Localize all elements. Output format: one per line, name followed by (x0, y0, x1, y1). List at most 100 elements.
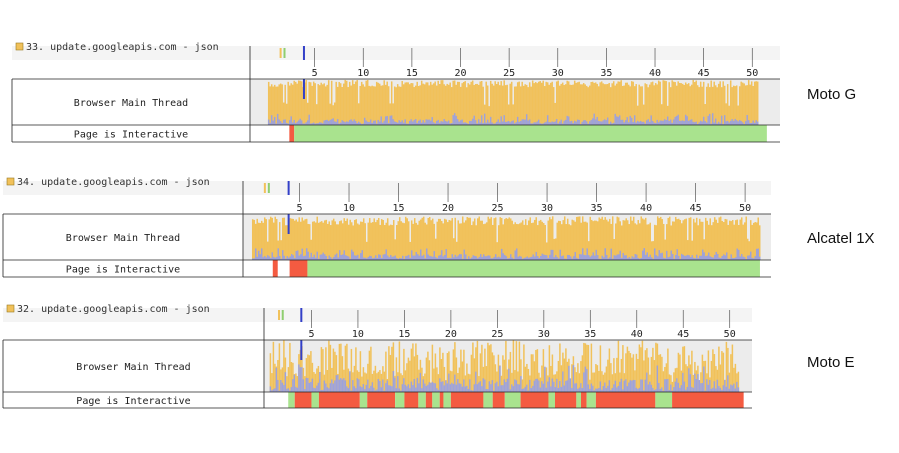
script-bar (749, 123, 751, 125)
busy-bar (700, 372, 702, 392)
script-bar (731, 119, 733, 125)
busy-bar (632, 81, 634, 125)
busy-bar (478, 216, 480, 260)
busy-bar (481, 220, 483, 260)
script-bar (268, 256, 270, 260)
busy-bar (686, 240, 689, 260)
script-bar (311, 257, 314, 260)
script-bar (479, 254, 482, 260)
busy-bar (570, 84, 573, 125)
busy-bar (501, 85, 504, 125)
script-bar (617, 116, 619, 125)
busy-bar (450, 87, 453, 125)
busy-bar (640, 347, 642, 392)
script-bar (617, 254, 620, 260)
script-bar (644, 123, 646, 125)
script-bar (283, 255, 285, 260)
busy-bar (520, 222, 522, 260)
busy-bar (599, 345, 602, 392)
busy-bar (727, 347, 729, 392)
script-bar (560, 119, 562, 125)
busy-bar (457, 220, 459, 260)
busy-bar (626, 346, 629, 392)
busy-bar (510, 81, 513, 125)
busy-bar (335, 355, 338, 392)
script-bar (636, 120, 639, 125)
busy-bar (650, 241, 653, 260)
script-bar (326, 259, 329, 260)
script-bar (728, 388, 731, 392)
busy-bar (542, 80, 544, 125)
script-bar (562, 371, 564, 392)
busy-bar (724, 218, 726, 260)
busy-bar (488, 218, 491, 260)
busy-bar (718, 346, 720, 392)
script-bar (558, 121, 561, 125)
script-bar (616, 254, 618, 260)
script-bar (608, 380, 611, 392)
busy-bar (690, 84, 693, 125)
script-bar (691, 386, 693, 392)
busy-bar (322, 349, 324, 392)
busy-bar (464, 81, 466, 125)
busy-bar (731, 220, 734, 260)
busy-bar (364, 223, 366, 260)
busy-bar (677, 81, 679, 125)
script-bar (590, 255, 593, 260)
device-label-moto-g: Moto G (807, 86, 857, 103)
script-bar (308, 257, 311, 260)
script-bar (572, 123, 574, 125)
script-bar (569, 256, 572, 260)
busy-bar (487, 342, 489, 392)
busy-bar (344, 79, 346, 125)
busy-bar (346, 218, 348, 260)
busy-bar (311, 362, 314, 392)
busy-bar (593, 372, 596, 392)
busy-bar (624, 82, 627, 125)
busy-bar (370, 346, 372, 392)
script-bar (530, 256, 533, 260)
busy-bar (641, 218, 644, 260)
busy-bar (699, 81, 702, 125)
script-bar (318, 122, 321, 125)
script-bar (406, 386, 408, 392)
script-bar (605, 120, 607, 125)
script-bar (461, 386, 464, 392)
script-bar (386, 380, 389, 392)
busy-bar (461, 216, 464, 260)
busy-bar (479, 220, 482, 260)
script-bar (712, 387, 714, 392)
busy-bar (740, 217, 743, 260)
script-bar (560, 256, 563, 260)
busy-bar (550, 365, 552, 392)
waterfall-panel-moto-e: 32. update.googleapis.com - json 5 10 15 20 2… (2, 304, 752, 409)
busy-bar (677, 352, 680, 392)
script-bar (721, 255, 723, 260)
script-bar (278, 119, 280, 125)
script-bar (320, 254, 323, 260)
script-bar (356, 378, 359, 392)
busy-bar (272, 222, 275, 260)
script-bar (382, 379, 384, 392)
script-bar (478, 256, 480, 260)
script-bar (708, 113, 711, 125)
script-bar (521, 258, 524, 260)
busy-bar (742, 224, 744, 260)
script-bar (557, 258, 560, 260)
busy-bar (458, 81, 460, 125)
script-bar (615, 116, 618, 125)
script-bar (442, 256, 444, 260)
x-tick-label: 15 (398, 329, 410, 340)
script-bar (431, 117, 433, 125)
script-bar (542, 123, 544, 125)
script-bar (734, 388, 737, 392)
script-bar (734, 257, 737, 260)
script-bar (311, 123, 313, 125)
script-bar (628, 382, 630, 392)
script-bar (638, 258, 641, 260)
script-bar (382, 254, 384, 260)
busy-bar (689, 86, 691, 125)
busy-bar (662, 223, 665, 260)
busy-bar (344, 220, 347, 260)
yellow-square-icon (15, 42, 24, 51)
